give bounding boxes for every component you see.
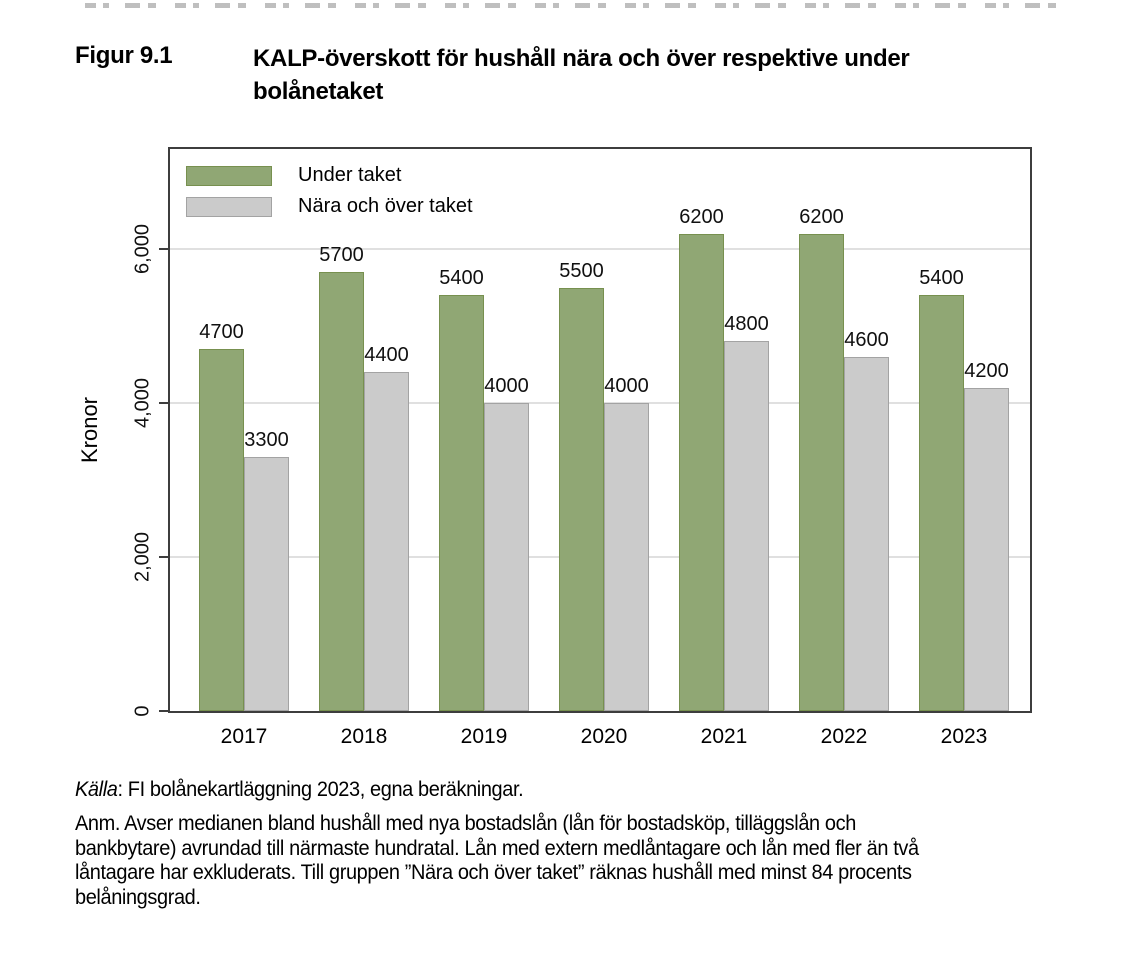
figure-number: Figur 9.1: [75, 42, 173, 69]
y-axis-tick: [159, 710, 168, 712]
bar-under-taket: [679, 233, 724, 711]
gridline: [170, 248, 1030, 251]
legend-swatch: [186, 196, 272, 217]
bar-value-label: 4000: [484, 375, 529, 398]
x-axis-tick-label: 2020: [580, 725, 628, 748]
bar-value-label: 4600: [844, 328, 889, 351]
legend-label: Nära och över taket: [298, 195, 473, 217]
x-axis-tick-label: 2023: [940, 725, 988, 748]
bar-value-label: 4200: [964, 359, 1009, 382]
y-axis-tick-label: 4,000: [131, 378, 154, 429]
x-axis-tick-label: 2022: [820, 725, 868, 748]
bar-under-taket: [439, 295, 484, 711]
bar-value-label: 4700: [199, 321, 244, 344]
bar-value-label: 4400: [364, 344, 409, 367]
legend-label: Under taket: [298, 164, 402, 186]
figure-header: Figur 9.1 KALP-överskott för hushåll när…: [75, 42, 1001, 108]
bar-under-taket: [559, 287, 604, 711]
bar-value-label: 5400: [919, 267, 964, 290]
x-axis-tick-label: 2021: [700, 725, 748, 748]
y-axis-tick-label: 0: [131, 705, 154, 717]
legend-row: Under taket: [186, 164, 473, 186]
source-text: : FI bolånekartläggning 2023, egna beräk…: [117, 778, 524, 801]
bar-value-label: 4000: [604, 375, 649, 398]
y-axis-tick-label: 6,000: [131, 224, 154, 275]
bar-nara-och-over-taket: [244, 456, 289, 711]
bar-under-taket: [319, 272, 364, 711]
bar-value-label: 6200: [799, 205, 844, 228]
x-axis-tick-label: 2018: [340, 725, 388, 748]
source-line: Källa: FI bolånekartläggning 2023, egna …: [75, 778, 524, 802]
bar-value-label: 3300: [244, 428, 289, 451]
bar-value-label: 5500: [559, 259, 604, 282]
bar-nara-och-over-taket: [484, 403, 529, 711]
bar-value-label: 5400: [439, 267, 484, 290]
x-axis-tick-label: 2017: [220, 725, 268, 748]
note-text: Anm. Avser medianen bland hushåll med ny…: [75, 812, 919, 909]
bar-nara-och-over-taket: [964, 387, 1009, 711]
x-axis-tick-label: 2019: [460, 725, 508, 748]
bar-under-taket: [919, 295, 964, 711]
legend-swatch: [186, 165, 272, 186]
bar-nara-och-over-taket: [604, 403, 649, 711]
y-axis-tick: [159, 402, 168, 405]
bar-nara-och-over-taket: [724, 341, 769, 711]
bar-nara-och-over-taket: [364, 372, 409, 711]
bar-value-label: 6200: [679, 205, 724, 228]
bar-value-label: 5700: [319, 244, 364, 267]
source-label: Källa: [75, 778, 118, 801]
chart-legend: Under taket Nära och över taket: [186, 164, 473, 227]
y-axis-tick: [159, 556, 168, 559]
clipped-text-remnant: [85, 3, 1060, 8]
bar-under-taket: [199, 349, 244, 711]
legend-row: Nära och över taket: [186, 195, 473, 217]
y-axis-tick-label: 2,000: [131, 531, 154, 583]
bar-under-taket: [799, 233, 844, 711]
bar-nara-och-over-taket: [844, 356, 889, 711]
y-axis-title-text: Kronor: [77, 396, 102, 464]
figure-title: KALP-överskott för hushåll nära och över…: [253, 45, 910, 105]
bar-value-label: 4800: [724, 313, 769, 336]
plot-area: Under taket Nära och över taket Kronor 0 2…: [77, 147, 1032, 748]
y-axis-tick: [159, 248, 168, 251]
